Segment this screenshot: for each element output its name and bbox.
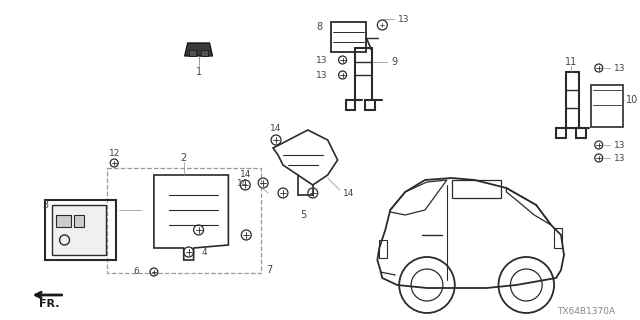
- Text: 11: 11: [565, 57, 577, 67]
- Text: 9: 9: [391, 57, 397, 67]
- Text: 5: 5: [300, 210, 306, 220]
- Bar: [380, 240, 387, 258]
- Text: TX64B1370A: TX64B1370A: [557, 308, 616, 316]
- Text: 13: 13: [614, 154, 625, 163]
- Text: 7: 7: [266, 265, 273, 275]
- Text: 8: 8: [317, 22, 323, 32]
- Bar: [554, 228, 562, 248]
- Text: 10: 10: [625, 95, 638, 105]
- Text: 2: 2: [180, 153, 187, 163]
- Bar: [189, 50, 196, 56]
- Text: 14: 14: [342, 188, 354, 197]
- Bar: [45, 200, 116, 260]
- Text: 13: 13: [316, 70, 328, 79]
- Bar: [331, 22, 367, 52]
- Text: 13: 13: [316, 55, 328, 65]
- Text: 14: 14: [270, 124, 282, 132]
- Text: 13: 13: [614, 140, 625, 149]
- Bar: [200, 50, 207, 56]
- Text: FR.: FR.: [40, 299, 60, 309]
- Bar: [452, 180, 502, 198]
- Text: 3: 3: [42, 200, 49, 210]
- Text: 14: 14: [237, 179, 248, 188]
- Text: 1: 1: [196, 67, 202, 77]
- Polygon shape: [185, 43, 212, 56]
- Text: 6: 6: [133, 268, 139, 276]
- Bar: [74, 215, 84, 227]
- Text: 13: 13: [398, 14, 410, 23]
- Bar: [591, 85, 623, 127]
- Bar: [52, 205, 106, 255]
- Text: 4: 4: [202, 247, 207, 257]
- Text: 13: 13: [614, 63, 625, 73]
- Text: 12: 12: [109, 148, 120, 157]
- Bar: [56, 215, 70, 227]
- Bar: [108, 168, 261, 273]
- Text: 14: 14: [239, 170, 251, 179]
